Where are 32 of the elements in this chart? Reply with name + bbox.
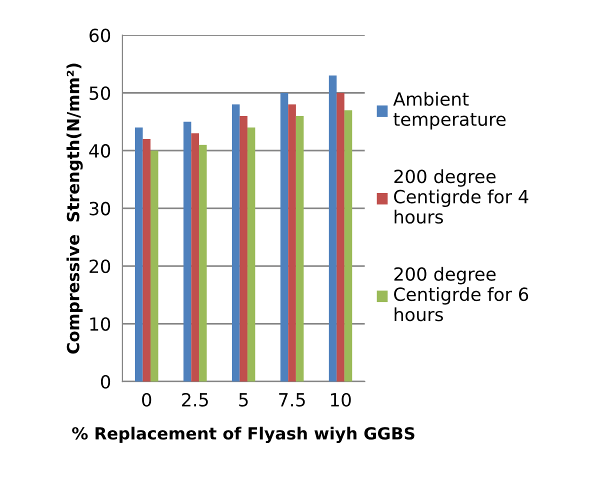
legend-label: Ambient temperature <box>393 92 506 130</box>
bar <box>183 122 192 382</box>
x-axis-title: % Replacement of Flyash wiyh GGBS <box>72 426 414 444</box>
x-tick-label: 10 <box>331 392 351 407</box>
bar <box>150 150 158 382</box>
bar <box>240 116 248 382</box>
bar <box>280 92 288 382</box>
bar <box>198 144 207 382</box>
bar <box>232 104 240 382</box>
x-tick-label: 0 <box>142 392 152 407</box>
x-tick-label: 2.5 <box>182 392 208 407</box>
bar <box>135 128 143 382</box>
bar <box>142 139 151 382</box>
bar <box>328 76 337 382</box>
x-tick-label: 7.5 <box>279 393 305 407</box>
x-tick-label: 5 <box>239 393 248 407</box>
y-tick-label: 50 <box>90 86 110 100</box>
bar <box>336 92 344 382</box>
y-tick-label: 30 <box>90 202 110 216</box>
y-tick-label: 60 <box>90 28 110 42</box>
legend-label: 200 degree Centigrde for 4 hours <box>394 169 528 224</box>
y-tick-label: 20 <box>90 260 110 274</box>
bar <box>288 104 296 382</box>
bar <box>191 133 199 382</box>
y-axis-title: Compressive Strength(N/mm²) <box>66 64 83 354</box>
bar <box>247 128 256 382</box>
y-tick-label: 10 <box>90 317 110 331</box>
bar <box>344 110 352 382</box>
legend-label: 200 degree Centigrde for 6 hours <box>394 266 528 322</box>
bar <box>296 116 304 382</box>
y-tick-label: 0 <box>100 374 110 389</box>
y-tick-label: 40 <box>89 144 110 158</box>
